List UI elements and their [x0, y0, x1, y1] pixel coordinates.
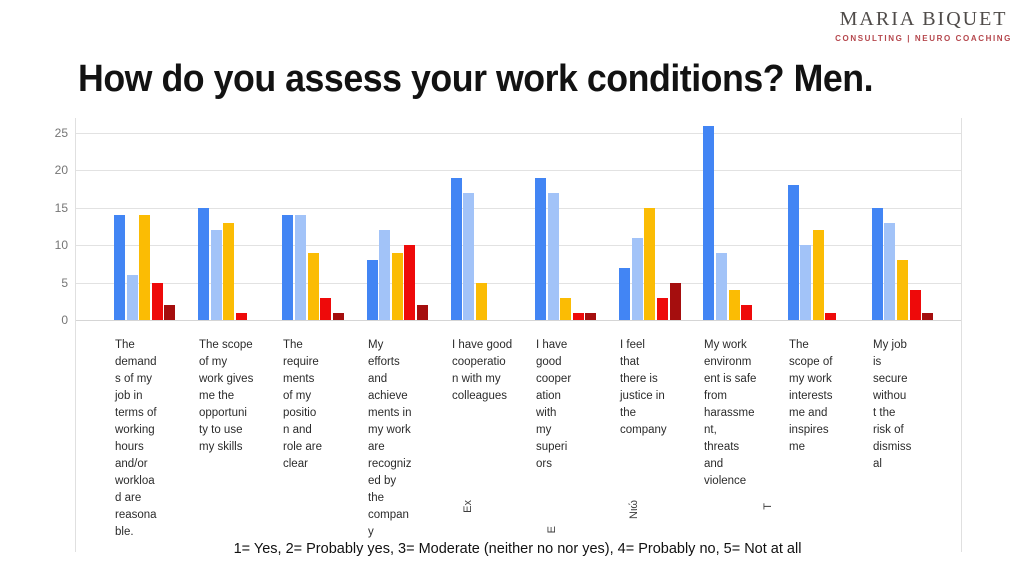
category-label: I feel that there is justice in the comp… — [620, 339, 667, 436]
bar-group6-rating2 — [548, 193, 559, 320]
bar-group3-rating1 — [282, 215, 293, 320]
bar-group1-rating3 — [139, 215, 150, 320]
bar-group4-rating3 — [392, 253, 403, 320]
bar-group2-rating4 — [236, 313, 247, 320]
gridline-5 — [76, 282, 961, 284]
bar-group10-rating1 — [872, 208, 883, 320]
work-conditions-bar-chart: 0 5 10 15 20 25 Ex E Νιώ T The demand s of my job … — [55, 118, 962, 552]
y-axis-tick-label: 0 — [61, 313, 68, 327]
rotated-axis-fragment: T — [762, 503, 774, 510]
bar-group1-rating1 — [114, 215, 125, 320]
bar-group7-rating4 — [657, 298, 668, 320]
category-label: I have good cooperatio n with my colleag… — [452, 339, 513, 402]
bar-group6-rating1 — [535, 178, 546, 320]
rotated-axis-fragment: Νιώ — [628, 500, 640, 519]
bar-group3-rating3 — [308, 253, 319, 320]
brand-name: MARIA BIQUET — [839, 8, 1008, 30]
y-axis-tick-label: 5 — [61, 275, 68, 290]
bar-group4-rating2 — [379, 230, 390, 320]
bar-group2-rating1 — [198, 208, 209, 320]
rotated-axis-fragment: E — [546, 526, 558, 534]
gridline-10 — [76, 245, 961, 247]
gridline-25 — [76, 133, 961, 134]
bar-group7-rating1 — [619, 268, 630, 320]
bar-group8-rating2 — [716, 253, 727, 320]
page-title: How do you assess your work conditions? … — [78, 58, 924, 101]
bar-group6-rating3 — [560, 298, 571, 320]
bar-group1-rating2 — [127, 275, 138, 320]
bar-group3-rating5 — [333, 313, 344, 320]
rotated-axis-fragment: Ex — [462, 500, 474, 513]
bar-group2-rating3 — [223, 223, 234, 320]
bar-group3-rating2 — [295, 215, 306, 320]
bar-group4-rating5 — [417, 305, 428, 320]
category-label: The demand s of my job in terms of worki… — [115, 339, 157, 538]
bar-group9-rating1 — [788, 185, 799, 320]
bar-group5-rating1 — [451, 178, 462, 320]
gridline-20 — [76, 170, 961, 172]
page-title-text: How do you assess your work conditions? … — [78, 58, 874, 100]
brand-tagline: CONSULTING | NEURO COACHING — [835, 34, 1012, 43]
bar-group3-rating4 — [320, 298, 331, 320]
bar-group7-rating3 — [644, 208, 655, 320]
category-label: The scope of my work gives me the opport… — [199, 339, 254, 453]
bar-group8-rating1 — [703, 126, 714, 320]
bar-group2-rating2 — [211, 230, 222, 320]
category-label: My work environm ent is safe from harass… — [704, 339, 757, 487]
y-axis-tick-label: 15 — [54, 200, 68, 215]
category-label: The scope of my work interests me and in… — [789, 339, 833, 453]
bar-group8-rating4 — [741, 305, 752, 320]
scale-legend: 1= Yes, 2= Probably yes, 3= Moderate (ne… — [233, 541, 802, 557]
bar-group4-rating1 — [367, 260, 378, 320]
bar-group10-rating4 — [910, 290, 921, 320]
bar-group9-rating3 — [813, 230, 824, 320]
bar-group5-rating2 — [463, 193, 474, 320]
bar-group5-rating3 — [476, 283, 487, 320]
bar-group8-rating3 — [729, 290, 740, 320]
bar-group1-rating4 — [152, 283, 163, 320]
bar-group6-rating5 — [585, 313, 596, 320]
bar-group6-rating4 — [573, 313, 584, 320]
bar-group7-rating5 — [670, 283, 681, 320]
bar-group4-rating4 — [404, 245, 415, 320]
bar-group10-rating2 — [884, 223, 895, 320]
bar-group1-rating5 — [164, 305, 175, 320]
bar-group9-rating2 — [800, 245, 811, 320]
bar-group10-rating3 — [897, 260, 908, 320]
bar-group10-rating5 — [922, 313, 933, 320]
category-label: The require ments of my positio n and ro… — [283, 339, 322, 470]
y-axis-tick-label: 25 — [54, 126, 68, 140]
y-axis-tick-label: 10 — [54, 238, 68, 253]
category-label: My job is secure withou t the risk of di… — [873, 339, 912, 470]
brand-logo: MARIA BIQUET CONSULTING | NEURO COACHING — [835, 8, 1012, 43]
category-label: My efforts and achieve ments in my work … — [368, 339, 412, 538]
gridline-0 — [76, 320, 961, 321]
bar-group7-rating2 — [632, 238, 643, 320]
y-axis-tick-label: 20 — [54, 163, 68, 178]
bar-group9-rating4 — [825, 313, 836, 320]
category-label: I have good cooper ation with my superi … — [536, 339, 572, 470]
gridline-15 — [76, 207, 961, 209]
